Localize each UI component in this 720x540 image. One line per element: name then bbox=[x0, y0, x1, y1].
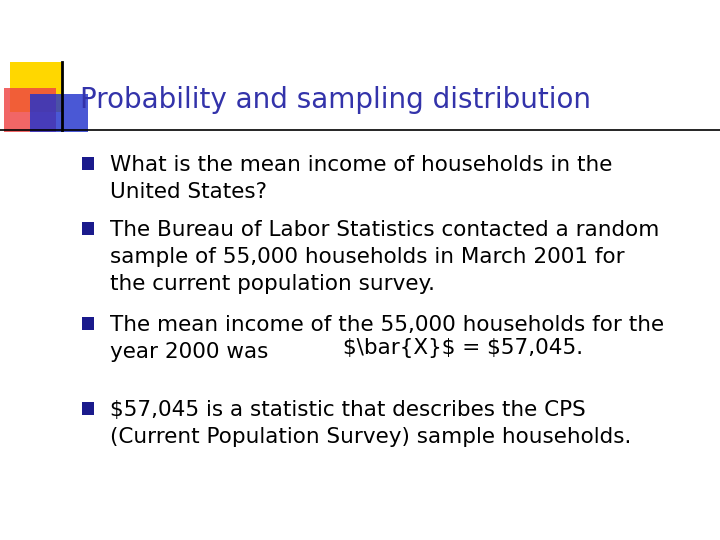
Text: $57,045 is a statistic that describes the CPS
(Current Population Survey) sample: $57,045 is a statistic that describes th… bbox=[110, 400, 631, 447]
Text: $\bar{X}$ = $57,045.: $\bar{X}$ = $57,045. bbox=[343, 338, 583, 358]
Bar bbox=[82, 222, 94, 235]
Text: Probability and sampling distribution: Probability and sampling distribution bbox=[80, 86, 591, 114]
Text: What is the mean income of households in the
United States?: What is the mean income of households in… bbox=[110, 155, 613, 202]
Text: The Bureau of Labor Statistics contacted a random
sample of 55,000 households in: The Bureau of Labor Statistics contacted… bbox=[110, 220, 660, 294]
Bar bbox=[10, 62, 62, 112]
Bar bbox=[82, 402, 94, 415]
Bar bbox=[82, 317, 94, 330]
Bar bbox=[30, 94, 88, 132]
Bar bbox=[4, 88, 56, 132]
Text: The mean income of the 55,000 households for the
year 2000 was: The mean income of the 55,000 households… bbox=[110, 315, 664, 362]
Bar bbox=[82, 157, 94, 170]
